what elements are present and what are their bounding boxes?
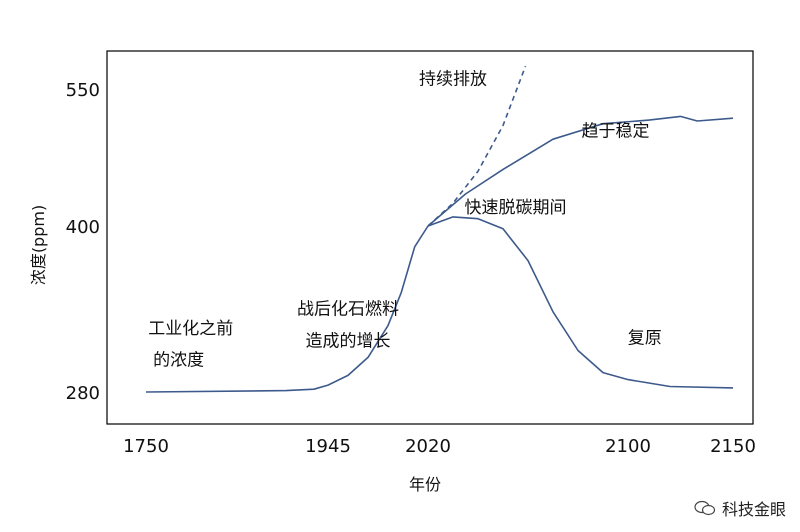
annotation-label: 复原	[628, 329, 662, 349]
x-tick-label: 1945	[305, 436, 351, 457]
x-tick-label: 2150	[710, 436, 756, 457]
series-layer	[145, 65, 734, 393]
annotation-label: 的浓度	[153, 351, 204, 371]
series-line-2	[427, 115, 734, 227]
annotation-label: 趋于稳定	[582, 121, 650, 141]
annotation-label: 快速脱碳期间	[465, 198, 567, 218]
annotation-label: 战后化石燃料	[297, 300, 399, 320]
tick-layer: 1750 1945 2020 2100 2150 280 400 550	[66, 80, 756, 457]
y-tick-label: 280	[66, 383, 100, 404]
series-line-0	[145, 225, 429, 393]
x-axis-title: 年份	[409, 475, 441, 494]
plot-frame	[106, 50, 754, 425]
x-tick-label: 2100	[605, 436, 651, 457]
watermark: 科技金眼	[694, 496, 786, 520]
annotation-label: 工业化之前	[148, 319, 233, 339]
annotation-label: 持续排放	[419, 69, 487, 89]
annotation-label: 造成的增长	[306, 331, 391, 351]
wechat-icon	[694, 500, 716, 516]
y-tick-label: 550	[66, 80, 100, 101]
series-line-3	[427, 216, 734, 389]
x-tick-label: 1750	[123, 436, 169, 457]
x-tick-label: 2020	[405, 436, 451, 457]
y-tick-label: 400	[66, 217, 100, 238]
watermark-text: 科技金眼	[721, 500, 786, 519]
y-axis-title: 浓度(ppm)	[29, 205, 48, 285]
